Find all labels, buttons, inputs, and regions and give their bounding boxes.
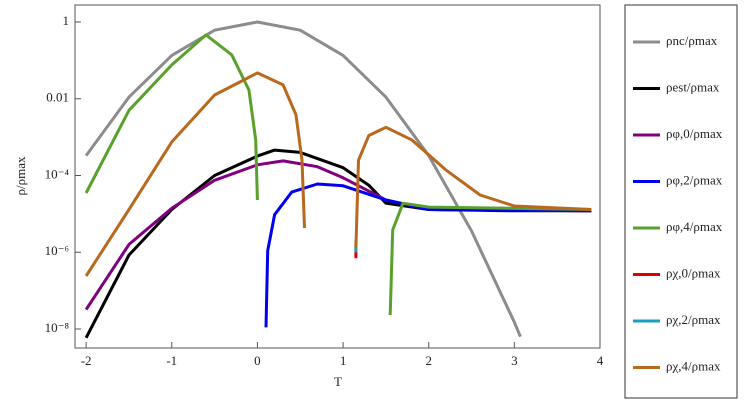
legend-label: ρφ,0/ρmax bbox=[666, 126, 723, 141]
x-tick-label: 0 bbox=[254, 353, 261, 368]
x-tick-label: -2 bbox=[81, 353, 92, 368]
legend-label: ρχ,0/ρmax bbox=[666, 265, 721, 280]
legend-label: ρnc/ρmax bbox=[666, 33, 718, 48]
legend-label: ρχ,2/ρmax bbox=[666, 312, 721, 327]
x-axis-label: T bbox=[334, 374, 342, 389]
y-tick-label: 10⁻⁸ bbox=[45, 320, 70, 335]
y-tick-label: 0.01 bbox=[46, 90, 69, 105]
series-line bbox=[84, 71, 592, 277]
series-line bbox=[84, 148, 592, 339]
series-line bbox=[84, 159, 592, 311]
y-axis-label: ρ/ρmax bbox=[13, 156, 28, 195]
x-tick-label: 4 bbox=[597, 353, 604, 368]
x-tick-label: 2 bbox=[425, 353, 432, 368]
y-tick-label: 10⁻⁶ bbox=[45, 243, 69, 258]
series-line bbox=[264, 182, 592, 328]
y-tick-label: 10⁻⁴ bbox=[45, 166, 70, 181]
series-line bbox=[84, 33, 592, 316]
plot-frame bbox=[74, 4, 601, 349]
x-tick-label: 1 bbox=[340, 353, 347, 368]
x-tick-label: -1 bbox=[166, 353, 177, 368]
legend-box bbox=[624, 4, 738, 399]
x-tick-label: 3 bbox=[511, 353, 518, 368]
legend-label: ρχ,4/ρmax bbox=[666, 358, 721, 373]
legend-label: ρφ,2/ρmax bbox=[666, 172, 723, 187]
series-line bbox=[84, 20, 522, 338]
legend-label: ρφ,4/ρmax bbox=[666, 219, 723, 234]
legend-label: ρest/ρmax bbox=[666, 79, 720, 94]
y-tick-label: 1 bbox=[63, 13, 70, 28]
